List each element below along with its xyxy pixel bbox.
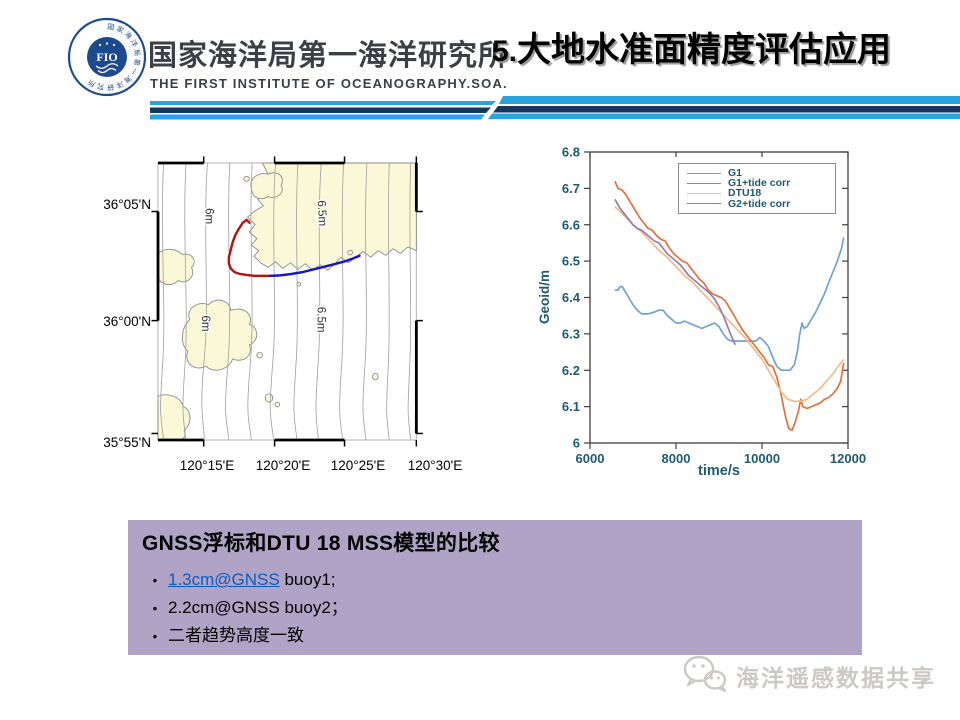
legend-line-sample: [687, 203, 721, 205]
gnss-buoy1-link[interactable]: 1.3cm@GNSS: [168, 570, 280, 589]
map-lon-label: 120°20'E: [255, 458, 311, 473]
legend-row: G1: [687, 167, 827, 180]
legend-row: G1+tide corr: [687, 177, 827, 190]
y-tick-label: 6.2: [562, 363, 580, 378]
map-lon-label: 120°30'E: [407, 458, 463, 473]
series-DTU18: [614, 205, 845, 403]
fio-logo: 国家海洋局第一海洋研究所 FIO: [67, 17, 147, 97]
series-G1: [614, 237, 845, 372]
y-axis-label: Geoid/m: [537, 270, 552, 325]
wechat-icon: [683, 655, 727, 693]
contour-label-6m-top: 6m: [203, 208, 216, 224]
title-text: 大地水准面精度评估应用: [517, 32, 892, 69]
title-number: 5.: [492, 35, 518, 68]
series-G2+tide corr: [614, 198, 737, 346]
legend-row: DTU18: [687, 187, 827, 200]
gnss-track-blue: [268, 254, 361, 278]
x-tick-label: 10000: [744, 451, 780, 466]
header-stripes: [150, 96, 960, 120]
contour-label-6.5m-bottom: 6.5m: [314, 307, 327, 333]
y-tick-label: 6.4: [562, 290, 581, 305]
summary-box: GNSS浮标和DTU 18 MSS模型的比较 • 1.3cm@GNSS buoy1…: [128, 520, 862, 655]
x-tick-label: 8000: [662, 451, 691, 466]
series-G1+tide corr: [614, 180, 845, 432]
legend-label: G2+tide corr: [728, 197, 791, 210]
legend-line-sample: [687, 172, 721, 174]
bullet-marker: •: [152, 572, 158, 588]
x-tick-label: 6000: [576, 451, 605, 466]
y-tick-label: 6: [573, 436, 580, 451]
map-contours: [160, 162, 412, 441]
map-figure: 6m 6m 6.5m 6.5m 36°05'N 36°00'N 35°55'N 120…: [95, 140, 480, 490]
watermark: 海洋遥感数据共享: [682, 654, 936, 698]
legend-row: G2+tide corr: [687, 197, 827, 210]
watermark-text: 海洋遥感数据共享: [736, 665, 936, 691]
chart-legend: G1 G1+tide corr DTU18 G2+tide corr: [678, 163, 836, 214]
legend-line-sample: [687, 192, 721, 194]
y-tick-label: 6.3: [562, 326, 580, 341]
y-tick-label: 6.6: [562, 217, 580, 232]
institute-name-cn: 国家海洋局第一海洋研究所: [148, 40, 509, 72]
map-lat-label: 36°00'N: [103, 314, 151, 329]
bullet-marker: •: [152, 600, 158, 616]
map-lon-label: 120°15'E: [179, 458, 235, 473]
summary-title: GNSS浮标和DTU 18 MSS模型的比较: [142, 532, 500, 555]
legend-label: G1+tide corr: [728, 177, 791, 190]
y-tick-label: 6.1: [562, 399, 580, 414]
summary-bullet-3-text: 二者趋势高度一致: [168, 626, 304, 645]
summary-bullet-1-rest: buoy1;: [279, 570, 336, 589]
legend-label: G1: [728, 167, 743, 180]
map-plot: 6m 6m 6.5m 6.5m: [151, 156, 423, 447]
summary-bullet-2: • 2.2cm@GNSS buoy2；: [142, 594, 862, 622]
logo-fio-text: FIO: [96, 50, 117, 64]
gnss-track-red: [227, 218, 272, 278]
map-lat-label: 35°55'N: [103, 435, 151, 450]
summary-bullet-2-text: 2.2cm@GNSS buoy2；: [168, 598, 348, 617]
y-tick-label: 6.8: [562, 145, 580, 160]
page-title: 5.大地水准面精度评估应用: [492, 22, 891, 71]
geoid-chart-figure: 6 6.1 6.2 6.3 6.4 6.5 6.6 6.7 6.8 6000 8000 10000 12…: [530, 140, 960, 492]
x-axis-label: time/s: [698, 463, 740, 479]
map-lon-label: 120°25'E: [330, 458, 386, 473]
bullet-marker: •: [152, 628, 158, 644]
contour-label-6.5m-top: 6.5m: [315, 200, 329, 227]
y-tick-label: 6.7: [562, 181, 580, 196]
y-tick-label: 6.5: [562, 254, 580, 269]
institute-name-en: THE FIRST INSTITUTE OF OCEANOGRAPHY.SOA.: [150, 76, 508, 91]
legend-line-sample: [687, 182, 721, 184]
contour-label-6m-bottom: 6m: [199, 315, 212, 331]
summary-bullet-3: • 二者趋势高度一致: [142, 622, 862, 650]
map-lat-label: 36°05'N: [103, 197, 151, 212]
map-land: [157, 162, 417, 441]
summary-bullet-1: • 1.3cm@GNSS buoy1;: [142, 566, 862, 594]
x-tick-label: 12000: [830, 451, 866, 466]
map-frame-segments: [156, 161, 418, 442]
legend-label: DTU18: [728, 187, 762, 200]
